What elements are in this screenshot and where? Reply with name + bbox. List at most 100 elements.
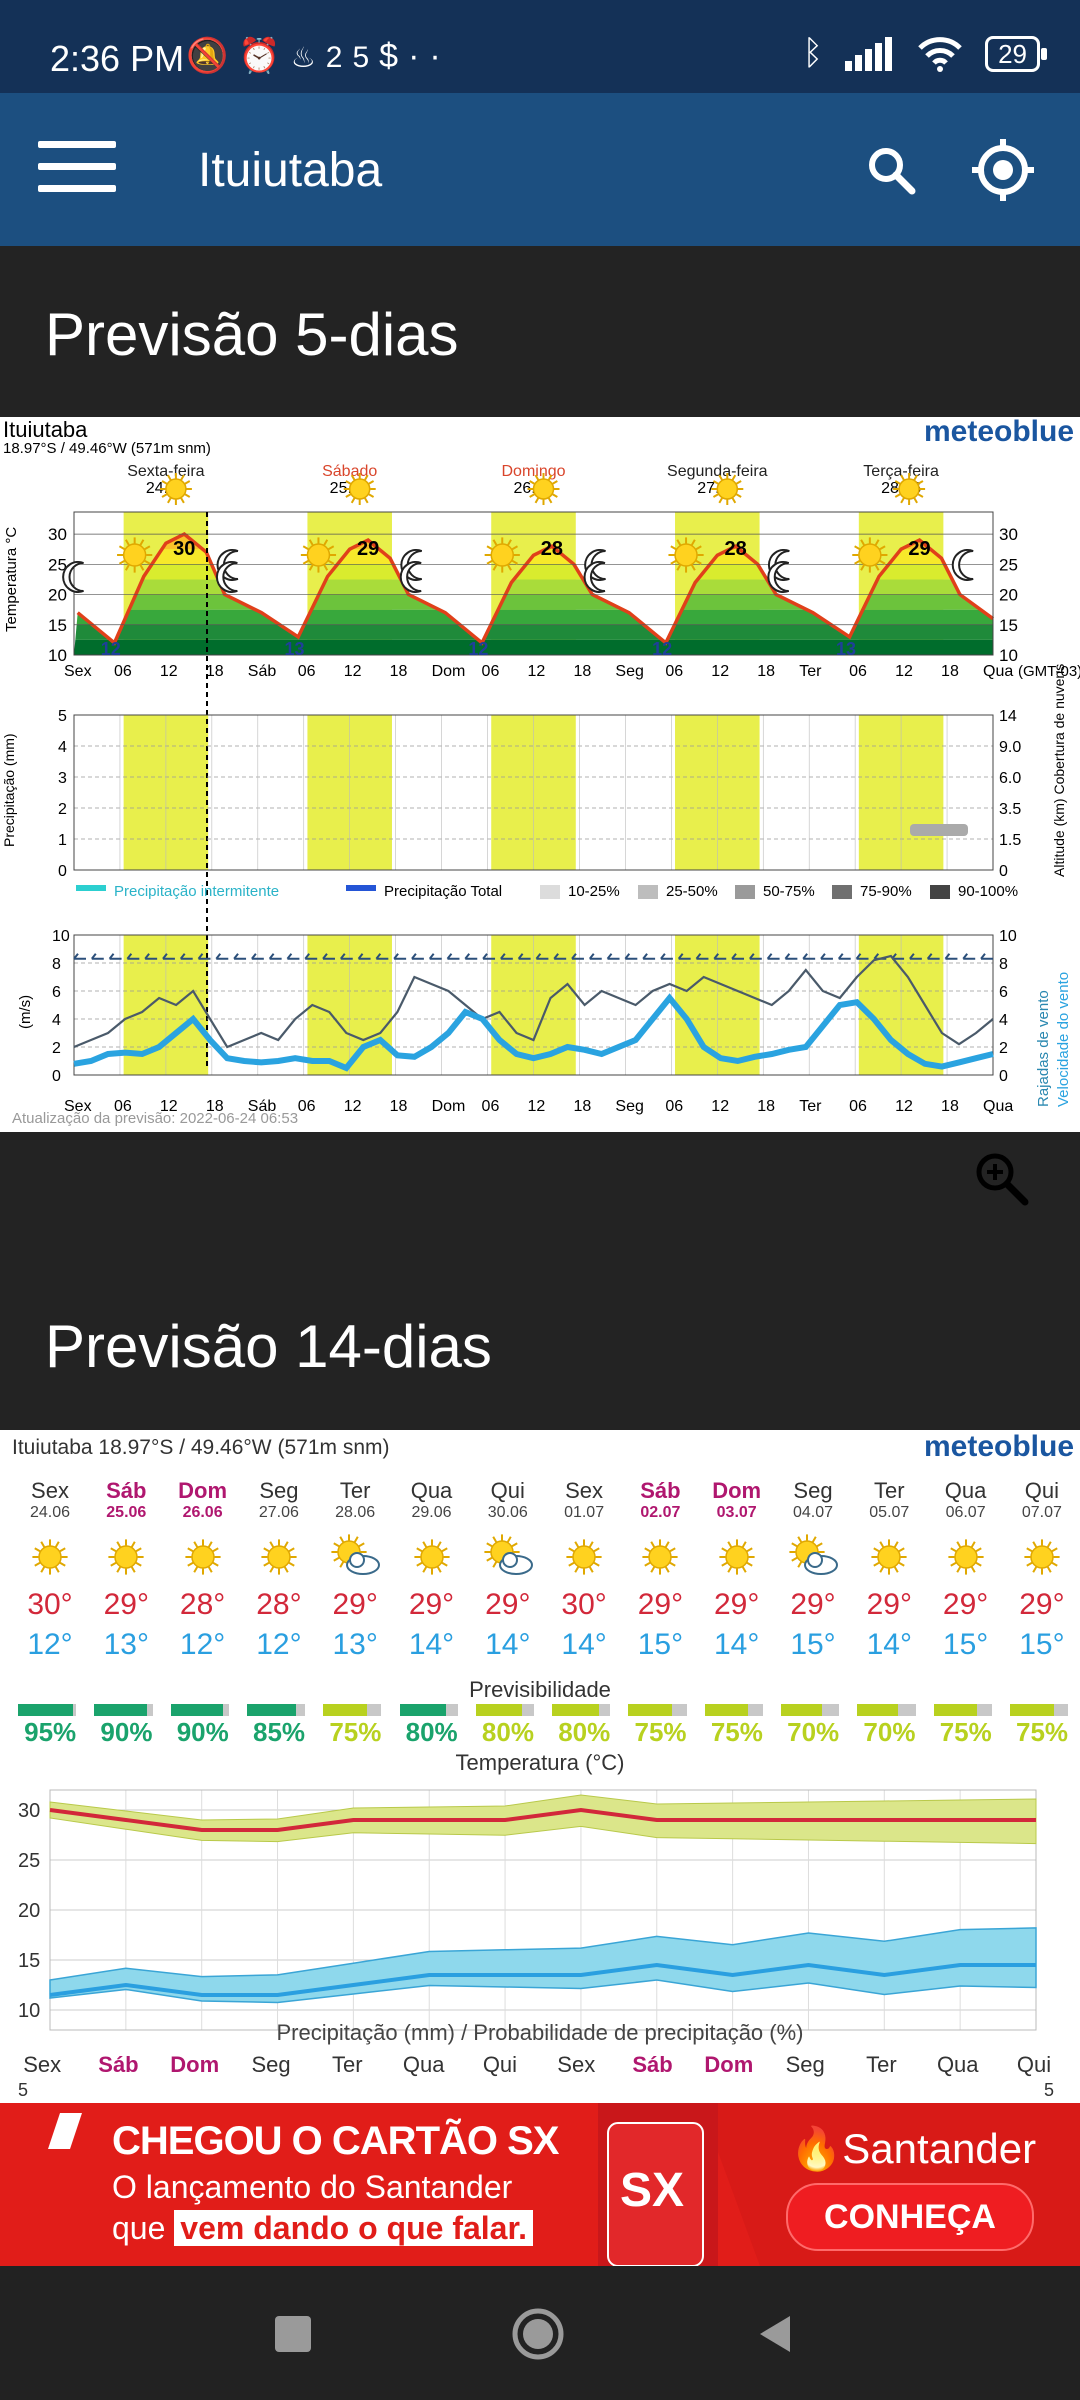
flame-icon: ♨: [290, 42, 326, 73]
wind-barb: [784, 953, 798, 960]
meteogram-5day[interactable]: Ituiutaba 18.97°S / 49.46°W (571m snm) met…: [0, 417, 1080, 1132]
time-axis-label: 06: [482, 1098, 500, 1115]
predictability-bar: [323, 1704, 382, 1716]
min-temp: 13°: [332, 1628, 378, 1661]
wind-tick-left: 0: [52, 1068, 61, 1085]
forecast-14day[interactable]: Ituiutaba 18.97°S / 49.46°W (571m snm) m…: [0, 1430, 1080, 2103]
sun-cloud-icon: [331, 1534, 381, 1575]
sun-icon: [947, 1539, 984, 1575]
menu-icon[interactable]: [38, 141, 116, 195]
wind-barb: [73, 953, 86, 960]
time-axis-label: 12: [160, 1098, 178, 1115]
alarm-icon: ⏰: [238, 37, 291, 75]
day-column: Qui 07.07 29° 15°: [1004, 1478, 1080, 1662]
precip-tick-left: 5: [18, 2080, 29, 2100]
legend-swatch: [638, 885, 658, 899]
day-name: Dom: [712, 1478, 762, 1503]
predictability-bar: [246, 1704, 306, 1716]
search-icon[interactable]: [866, 145, 916, 195]
legend-label: Precipitação Total: [384, 883, 502, 900]
predictability-percent: 90%: [176, 1717, 229, 1747]
meteogram-location: Ituiutaba: [3, 417, 88, 442]
app-bar: Ituiutaba: [0, 93, 1080, 246]
zoom-in-icon[interactable]: [973, 1150, 1029, 1206]
bell-off-icon: 🔕: [186, 37, 239, 75]
max-temp: 29°: [332, 1588, 378, 1621]
temp-tick-left: 15: [48, 616, 67, 635]
day-column: Qui 30.06 29° 14°: [470, 1478, 546, 1662]
santander-flame-icon: 🔥: [790, 2125, 843, 2172]
precip-day-label: Seg: [785, 2052, 825, 2077]
time-axis-label: Sáb: [248, 1098, 277, 1115]
cloud-tick: 14: [999, 708, 1017, 725]
day-name: Qua: [410, 1478, 453, 1503]
time-axis-label: 12: [344, 1098, 362, 1115]
wifi-icon: [918, 36, 962, 72]
max-temp: 29°: [637, 1588, 684, 1621]
wind-barb: [215, 953, 229, 960]
day-column: Seg 04.07 29° 15°: [775, 1478, 851, 1662]
temp-tick-right: 25: [999, 555, 1018, 574]
day-date: 05.07: [869, 1504, 910, 1521]
sun-icon: [566, 1539, 602, 1575]
max-temp-line: [49, 1807, 1036, 1832]
min-temp-line: [49, 1962, 1036, 1997]
cloud-tick: 6.0: [999, 770, 1021, 787]
precip-day-label: Dom: [170, 2052, 220, 2077]
back-button[interactable]: [760, 2316, 790, 2352]
wind-barb: [517, 953, 531, 960]
temp14-tick: 20: [18, 1900, 40, 1922]
day-name: Ter: [874, 1478, 905, 1503]
time-axis-label: 18: [206, 1098, 224, 1115]
location-icon[interactable]: [970, 137, 1036, 203]
time-axis-label: 18: [573, 663, 591, 680]
wind-tick-left: 10: [52, 928, 70, 945]
temp-tick-left: 30: [48, 525, 67, 544]
sun-icon: [484, 537, 520, 573]
min-temp-band: [49, 1927, 1037, 2004]
predictability-percent: 75%: [329, 1717, 382, 1747]
wind-barb: [695, 953, 709, 960]
day-date: 06.07: [945, 1504, 986, 1521]
wind-barb: [855, 953, 869, 960]
day-name: Seg: [793, 1478, 833, 1503]
sun-icon: [413, 1539, 450, 1575]
day-date: 28.06: [335, 1504, 376, 1521]
time-axis-label: Sáb: [248, 663, 277, 680]
min-temp-label: 13: [285, 639, 305, 659]
wind-barb: [428, 953, 442, 960]
min-temp: 15°: [637, 1628, 684, 1661]
day-name: Sex: [31, 1478, 69, 1503]
ad-line3-highlight: vem dando o que falar.: [174, 2210, 534, 2246]
max-temp: 29°: [103, 1588, 149, 1621]
temperature-chart-14day: 30 25 20 15 10: [18, 1789, 1037, 2031]
temp-tick-left: 20: [48, 586, 67, 605]
time-axis-label: 06: [114, 1098, 132, 1115]
day-column: Sex 24.06 30° 12°: [12, 1478, 88, 1662]
max-temp: 29°: [408, 1588, 455, 1621]
day-name: Sáb: [106, 1478, 147, 1503]
temp14-frame: [49, 1789, 1037, 2031]
sun-icon: [642, 1539, 678, 1575]
notification-icons: 🔕⏰♨25$··: [186, 36, 451, 76]
recent-apps-button[interactable]: [275, 2316, 311, 2352]
wind-barb: [304, 953, 318, 960]
day-date: 27.06: [258, 1504, 299, 1521]
precip-frame: [73, 714, 994, 871]
predictability-bar: [704, 1704, 763, 1716]
day-date: 25.06: [106, 1504, 147, 1521]
day-header-name: Sexta-feira: [127, 463, 204, 480]
home-button[interactable]: [512, 2308, 564, 2360]
bluetooth-icon: ᛒ: [802, 34, 824, 72]
predictability-percent: 90%: [100, 1717, 153, 1747]
ad-banner[interactable]: CHEGOU O CARTÃO SX O lançamento do Santa…: [0, 2103, 1080, 2266]
min-temp-label: 12: [468, 639, 488, 659]
predictability-percent: 75%: [634, 1717, 687, 1747]
day-name: Qua: [944, 1478, 987, 1503]
ad-cta-button[interactable]: CONHEÇA: [786, 2183, 1034, 2251]
sun-icon: [719, 1539, 755, 1575]
wind-barb: [624, 953, 638, 960]
day-header-name: Segunda-feira: [667, 463, 768, 480]
wind-barb: [91, 953, 104, 960]
time-axis-label: 12: [528, 1098, 546, 1115]
